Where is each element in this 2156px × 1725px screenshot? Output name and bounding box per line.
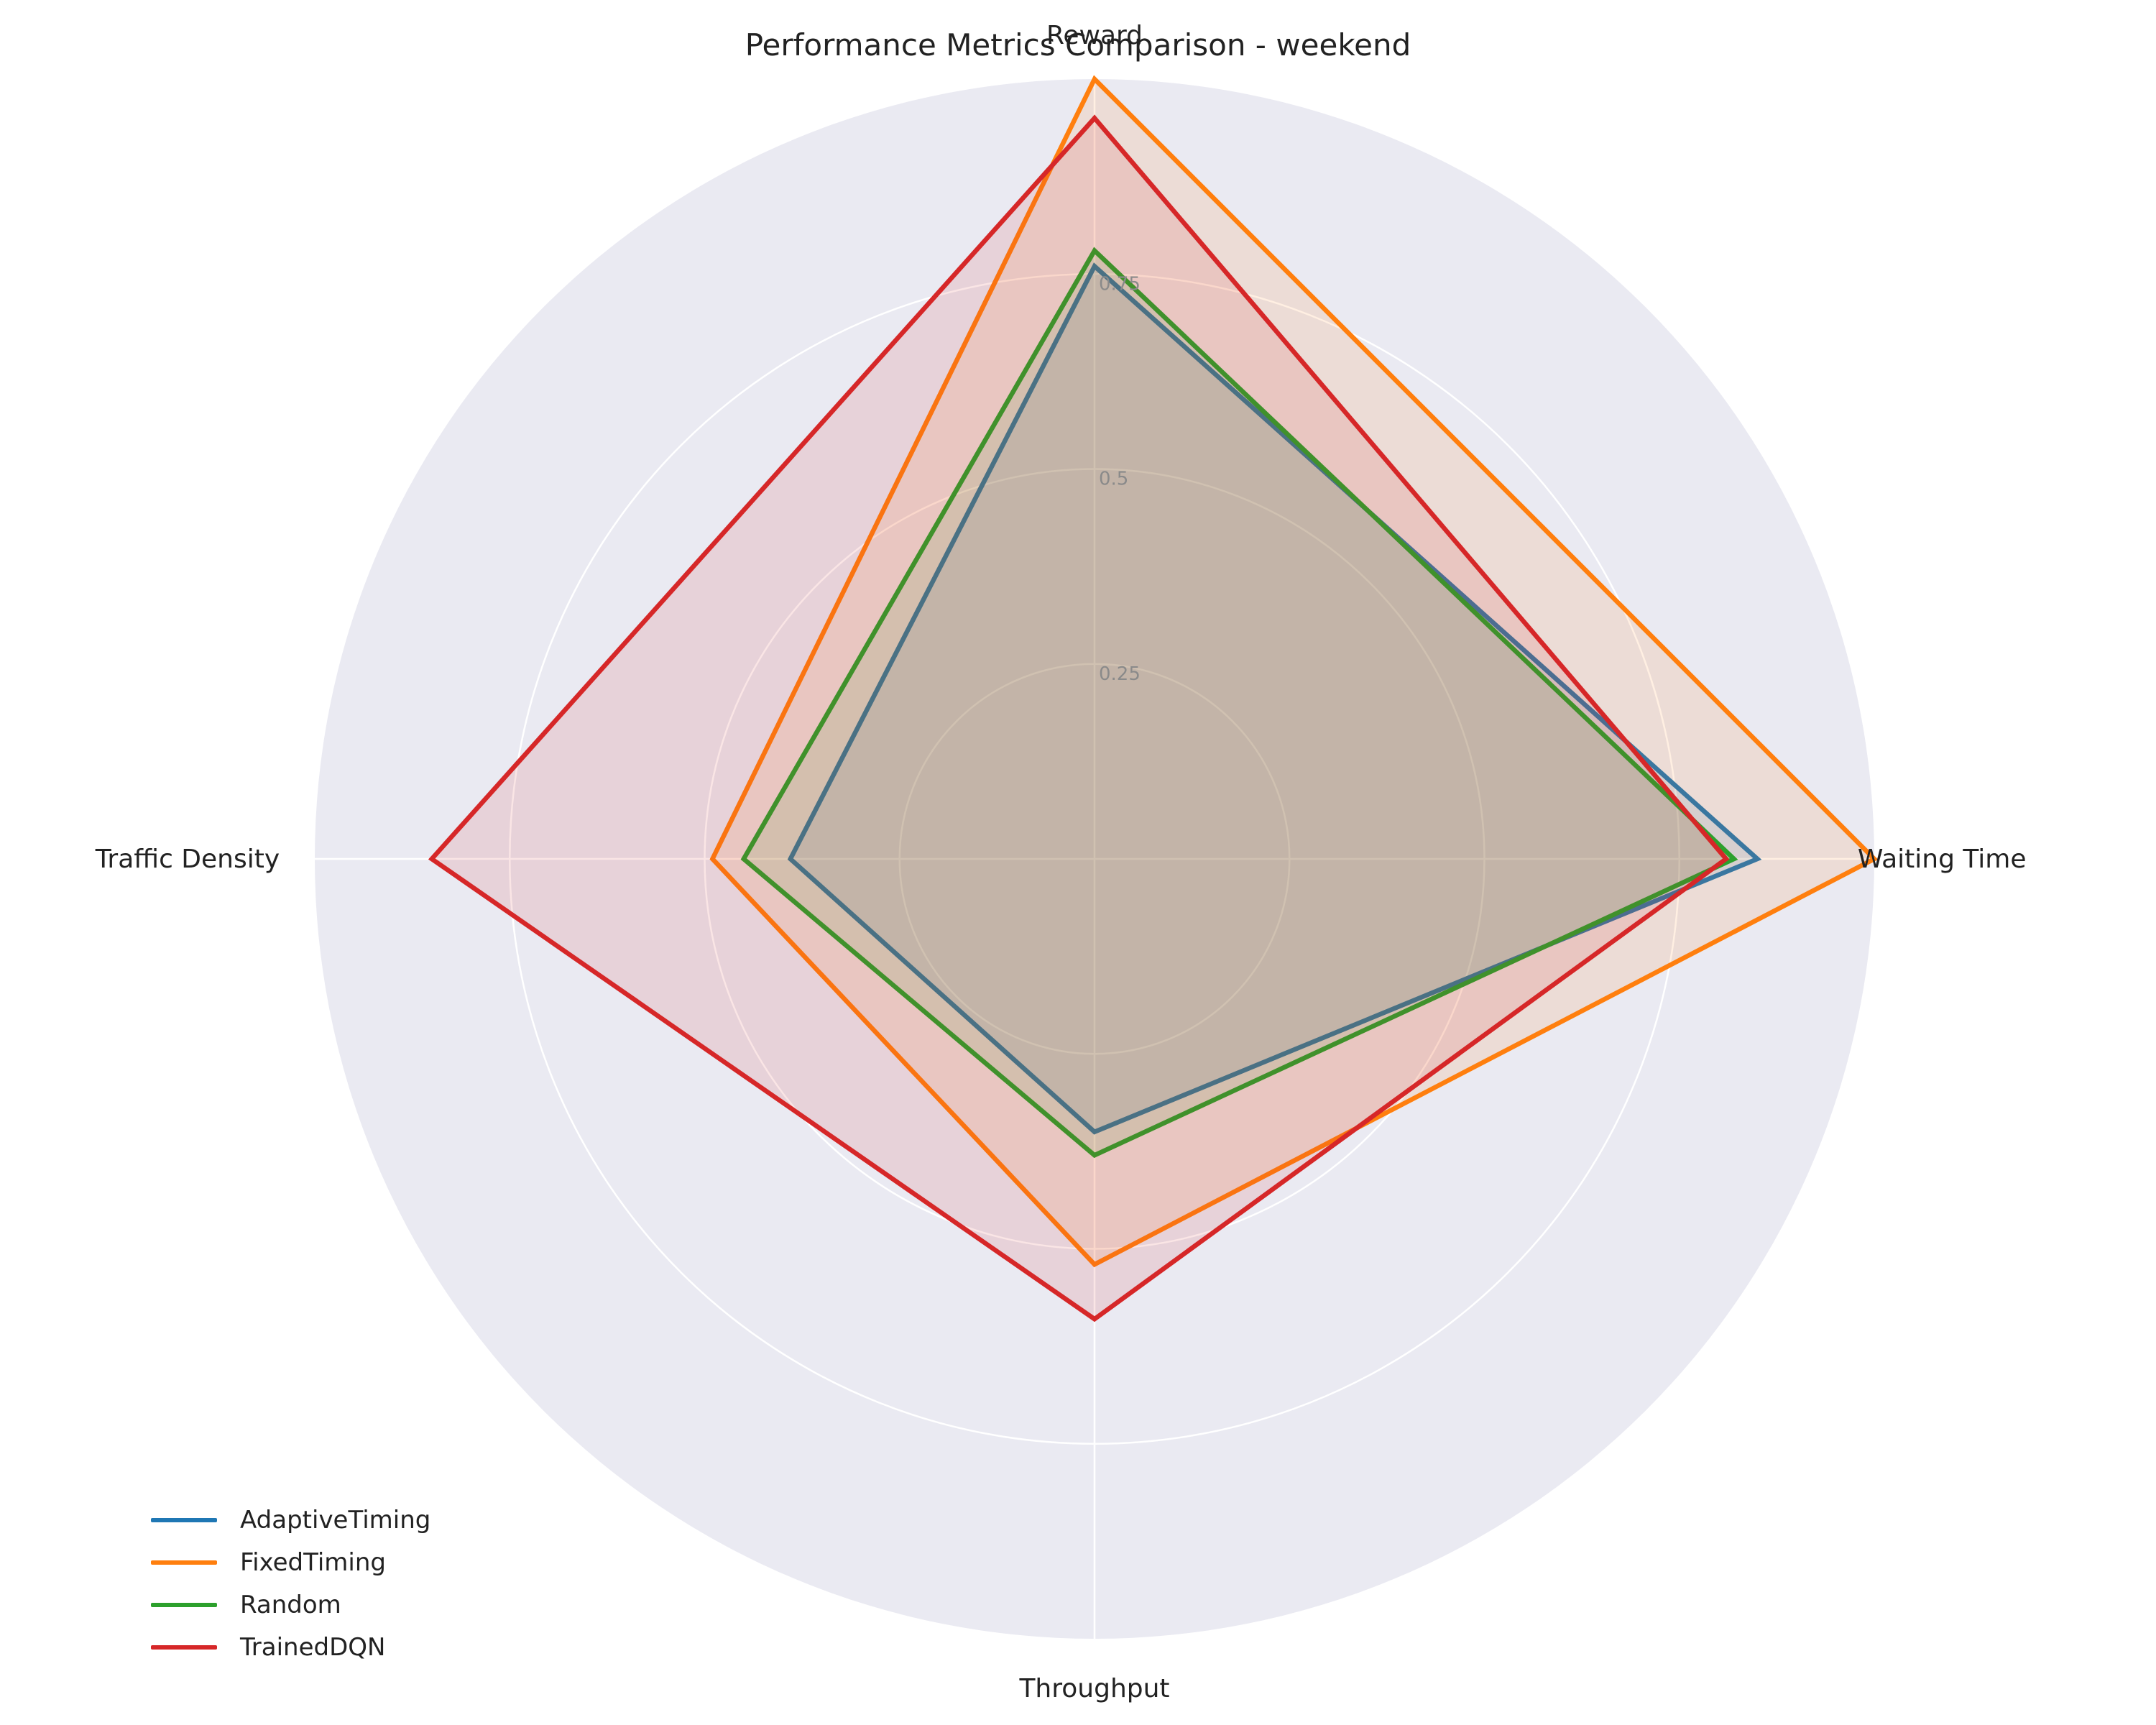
- series-line: [787, 262, 1762, 1135]
- axis-label: Reward: [1046, 21, 1143, 50]
- series-fill: [743, 250, 1734, 1156]
- legend-swatch: [151, 1560, 217, 1565]
- series-line: [428, 114, 1730, 1322]
- axis-label: Waiting Time: [1858, 845, 2027, 874]
- axis-labels: 0.25 0.5 0.75 Reward Waiting Time Throughput T…: [95, 21, 2027, 1703]
- series-fill: [431, 118, 1726, 1320]
- legend-item-traineddqn: TrainedDQN: [151, 1626, 430, 1668]
- legend-swatch: [151, 1517, 217, 1522]
- legend-label: FixedTiming: [240, 1547, 386, 1577]
- radial-tick-label: 0.25: [1099, 663, 1141, 685]
- legend-label: AdaptiveTiming: [240, 1505, 431, 1535]
- legend-label: TrainedDQN: [240, 1632, 386, 1662]
- axis-label: Throughput: [1018, 1674, 1169, 1703]
- legend-swatch: [151, 1644, 217, 1650]
- legend-label: Random: [240, 1590, 341, 1619]
- legend-item-adaptivetiming: AdaptiveTiming: [151, 1499, 430, 1541]
- series-line: [740, 247, 1738, 1159]
- radial-tick-label: 0.75: [1099, 273, 1141, 295]
- polar-grid: [315, 79, 1874, 1639]
- radial-tick-label: 0.5: [1099, 469, 1128, 490]
- series-line: [709, 75, 1879, 1268]
- legend-item-random: Random: [151, 1583, 430, 1626]
- chart-title: Performance Metrics Comparison - weekend: [745, 27, 1411, 63]
- legend-item-fixedtiming: FixedTiming: [151, 1541, 430, 1583]
- legend-swatch: [151, 1602, 217, 1607]
- series-fill: [712, 79, 1874, 1265]
- series-layer: [428, 75, 1879, 1322]
- series-fill: [790, 266, 1758, 1132]
- axis-label: Traffic Density: [95, 845, 280, 874]
- legend: AdaptiveTiming FixedTiming Random Traine…: [151, 1499, 430, 1668]
